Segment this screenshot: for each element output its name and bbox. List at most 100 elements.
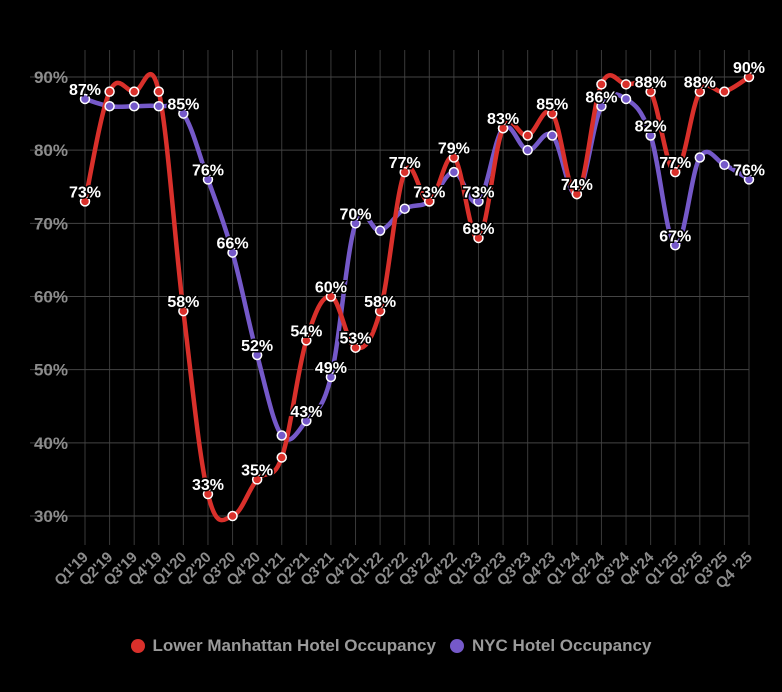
- data-point: [719, 86, 730, 97]
- legend: Lower Manhattan Hotel Occupancy NYC Hote…: [0, 636, 782, 656]
- data-point: [620, 79, 632, 90]
- y-tick-label: 70%: [34, 214, 68, 233]
- data-point: [547, 130, 558, 141]
- data-point: [350, 218, 361, 229]
- data-point: [669, 166, 681, 178]
- y-tick-label: 50%: [34, 361, 68, 380]
- data-point: [227, 247, 238, 258]
- data-label: 87%: [69, 82, 101, 99]
- data-point: [522, 144, 533, 156]
- series-line-nyc: [82, 91, 752, 442]
- legend-item-lower-manhattan[interactable]: Lower Manhattan Hotel Occupancy: [130, 636, 436, 656]
- data-label: 58%: [364, 294, 396, 311]
- data-point: [645, 130, 656, 141]
- data-label: 74%: [561, 177, 593, 194]
- y-tick-label: 90%: [34, 68, 68, 87]
- data-point: [104, 101, 115, 112]
- data-label: 88%: [684, 75, 716, 92]
- data-label: 73%: [462, 184, 494, 201]
- legend-swatch-purple: [449, 639, 464, 653]
- data-label: 43%: [290, 404, 322, 421]
- data-point: [276, 452, 287, 463]
- data-label: 85%: [167, 97, 199, 114]
- data-point: [473, 196, 484, 207]
- data-point: [596, 79, 607, 90]
- data-point: [325, 291, 337, 302]
- y-tick-label: 40%: [34, 434, 68, 453]
- data-point: [374, 305, 386, 317]
- data-label: 66%: [217, 236, 249, 253]
- data-point: [497, 122, 509, 134]
- data-label: 88%: [635, 75, 667, 92]
- data-point: [399, 166, 410, 178]
- data-label: 76%: [192, 162, 224, 179]
- data-label: 52%: [241, 338, 273, 355]
- data-point: [424, 196, 435, 207]
- data-point: [79, 196, 91, 207]
- legend-item-nyc[interactable]: NYC Hotel Occupancy: [449, 636, 652, 656]
- data-point: [645, 86, 656, 97]
- data-label: 85%: [536, 97, 568, 114]
- data-label: 35%: [241, 462, 273, 479]
- data-point: [104, 86, 115, 97]
- data-label: 54%: [290, 323, 322, 340]
- data-label: 86%: [585, 89, 617, 106]
- data-point: [301, 335, 312, 346]
- data-label: 77%: [659, 155, 691, 172]
- data-point: [596, 101, 607, 112]
- data-point: [202, 174, 214, 185]
- data-point: [153, 101, 165, 112]
- data-point: [743, 71, 755, 83]
- data-label: 76%: [733, 162, 765, 179]
- data-label: 53%: [340, 331, 372, 348]
- data-point: [448, 166, 460, 178]
- data-label: 90%: [733, 60, 765, 77]
- data-label: 70%: [340, 206, 372, 223]
- data-point: [128, 101, 140, 112]
- data-point: [719, 159, 730, 171]
- data-point: [620, 93, 632, 105]
- legend-label: NYC Hotel Occupancy: [471, 636, 652, 655]
- data-point: [128, 86, 140, 97]
- data-point: [547, 108, 558, 119]
- data-point: [694, 152, 706, 163]
- data-point: [374, 225, 386, 236]
- data-label: 49%: [315, 360, 347, 377]
- data-point: [350, 342, 361, 353]
- data-point: [153, 86, 165, 97]
- data-point: [522, 130, 533, 141]
- data-point: [251, 349, 263, 361]
- y-tick-label: 30%: [34, 507, 68, 526]
- data-point: [178, 108, 189, 119]
- data-point: [694, 86, 706, 97]
- data-point: [227, 510, 238, 522]
- data-label: 83%: [487, 111, 519, 128]
- data-point: [178, 305, 189, 317]
- data-point: [571, 188, 583, 200]
- data-label: 82%: [635, 119, 667, 136]
- legend-label: Lower Manhattan Hotel Occupancy: [152, 636, 436, 655]
- data-point: [448, 152, 460, 163]
- data-point: [399, 203, 410, 214]
- data-label: 73%: [69, 184, 101, 201]
- data-point: [301, 415, 312, 427]
- data-label: 68%: [462, 221, 494, 238]
- y-tick-label: 60%: [34, 288, 68, 307]
- data-point: [743, 174, 755, 185]
- data-point: [669, 240, 681, 251]
- data-label: 67%: [659, 228, 691, 245]
- data-point: [325, 371, 337, 383]
- legend-swatch-red: [130, 639, 145, 653]
- data-label: 77%: [389, 155, 421, 172]
- data-label: 60%: [315, 280, 347, 297]
- data-point: [202, 488, 214, 500]
- data-label: 79%: [438, 140, 470, 157]
- data-label: 73%: [413, 184, 445, 201]
- data-point: [473, 232, 484, 244]
- data-point: [79, 93, 91, 105]
- data-label: 33%: [192, 477, 224, 494]
- data-label: 58%: [167, 294, 199, 311]
- data-point: [276, 430, 287, 441]
- data-point: [251, 474, 263, 485]
